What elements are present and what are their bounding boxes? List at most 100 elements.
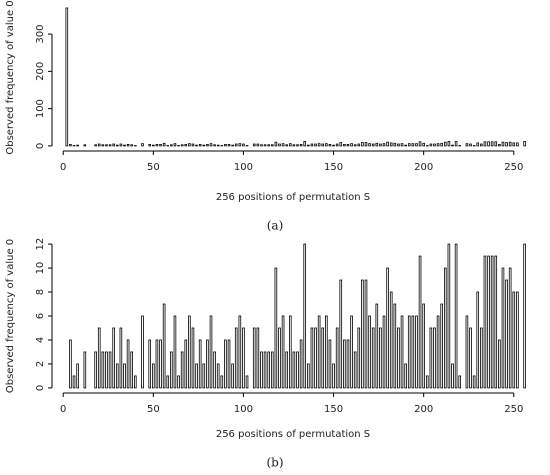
bar (314, 327, 317, 389)
x-axis-label: 256 positions of permutation S (216, 429, 370, 440)
bar (299, 339, 303, 389)
bar (206, 339, 209, 389)
bar (371, 143, 375, 147)
bar (429, 143, 433, 147)
x-tick-label: 0 (60, 404, 66, 415)
bar (389, 291, 393, 389)
bar (321, 327, 325, 389)
bar (292, 144, 296, 147)
bar (288, 315, 292, 389)
bar (130, 351, 133, 389)
bar (379, 143, 382, 147)
bar (508, 267, 512, 389)
bar (238, 315, 242, 389)
bar (303, 141, 307, 147)
bar (155, 339, 159, 389)
bar (357, 327, 361, 389)
bar (480, 327, 483, 389)
bar (353, 144, 357, 147)
y-tick-label: 0 (35, 143, 46, 149)
bar (159, 339, 162, 389)
bar (278, 143, 281, 147)
bar (202, 144, 206, 147)
bar (155, 144, 159, 147)
bar (505, 279, 508, 389)
bar (407, 143, 411, 147)
bar (141, 315, 144, 389)
bar (368, 143, 371, 147)
bar (220, 375, 224, 389)
bar (148, 144, 152, 147)
bar (141, 143, 144, 147)
bar (386, 267, 389, 389)
bar (415, 143, 418, 147)
bar (436, 315, 440, 389)
bar (325, 315, 328, 389)
bar (393, 142, 397, 147)
bar (224, 144, 227, 147)
bar (166, 375, 170, 389)
bar (170, 351, 173, 389)
bar (389, 142, 393, 147)
bar (206, 144, 209, 147)
bar (162, 303, 166, 389)
bar (83, 351, 87, 389)
bar (314, 143, 317, 147)
bar (119, 143, 123, 147)
bar (94, 144, 97, 147)
bar (299, 144, 303, 147)
bar (433, 327, 436, 389)
y-tick-label: 12 (35, 238, 46, 251)
bar (443, 267, 447, 389)
bar (97, 143, 101, 147)
bar (465, 143, 469, 147)
bar (487, 141, 490, 147)
bar (115, 144, 119, 147)
bar (198, 144, 202, 147)
bar (487, 255, 490, 389)
y-tick-label: 6 (35, 313, 46, 319)
bar (263, 351, 267, 389)
bar (133, 375, 137, 389)
bar (170, 144, 173, 147)
bar (429, 327, 433, 389)
bar (238, 143, 242, 147)
bar (112, 327, 115, 389)
bar (173, 315, 177, 389)
bar (191, 143, 195, 147)
bar (343, 339, 346, 389)
bar (480, 143, 483, 147)
bar (307, 144, 310, 147)
bar (505, 142, 508, 147)
bar (422, 303, 425, 389)
bar (119, 327, 123, 389)
x-tick-label: 250 (504, 404, 523, 415)
bar (454, 141, 458, 147)
bar (454, 243, 458, 389)
bar (469, 143, 472, 147)
bar (231, 363, 234, 389)
bar (188, 143, 191, 147)
bar (184, 144, 188, 147)
bar (483, 255, 487, 389)
bar (343, 144, 346, 147)
bar (256, 143, 260, 147)
bar (195, 363, 198, 389)
bar (494, 255, 498, 389)
bar (364, 142, 368, 147)
bar (310, 327, 314, 389)
bar (512, 291, 516, 389)
bar (508, 141, 512, 147)
caption: (b) (266, 456, 283, 470)
bar (245, 375, 249, 389)
bar (281, 143, 285, 147)
y-tick-label: 100 (35, 99, 46, 118)
bar (180, 351, 184, 389)
bar (115, 363, 119, 389)
y-tick-label: 10 (35, 262, 46, 275)
bar (105, 351, 108, 389)
bar (469, 327, 472, 389)
bar (516, 291, 519, 389)
